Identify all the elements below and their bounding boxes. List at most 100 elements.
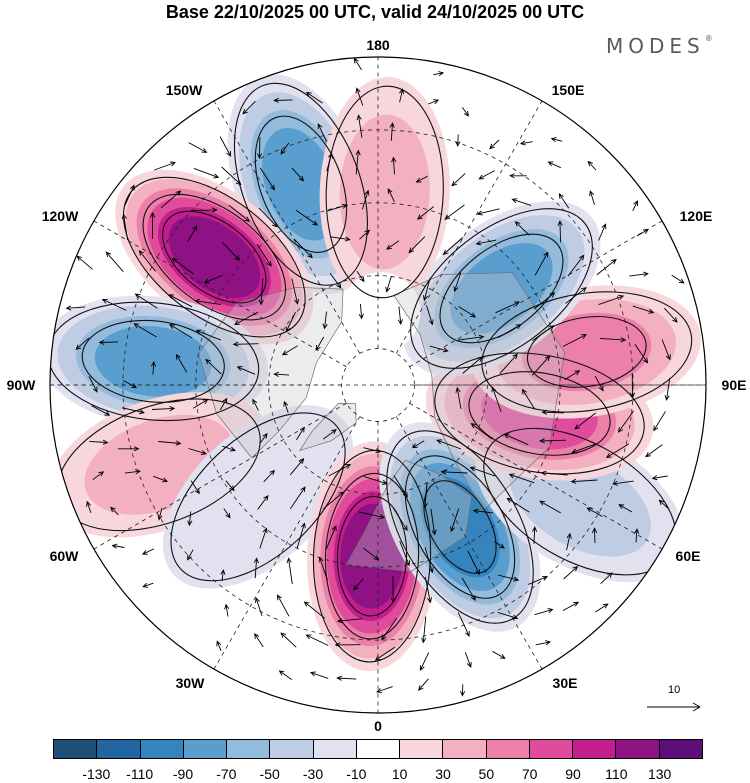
wind-arrow [464,652,472,668]
wind-arrow [225,480,235,492]
wind-arrow [105,251,124,273]
wind-arrow [541,409,564,415]
lon-label-60e: 60E [675,548,701,564]
wind-arrow [453,272,462,293]
wind-arrow [334,642,361,648]
wind-arrow [259,167,275,191]
wind-arrow [175,353,188,373]
wind-arrow [408,236,426,254]
lon-label-90w: 90W [6,377,36,393]
land-greenland [298,403,357,452]
wind-arrow [415,175,428,183]
wind-arrow [598,223,607,241]
wind-arrow [661,339,671,361]
wind-arrow [236,366,256,375]
wind-arrow [358,511,386,520]
wind-arrow [123,380,138,389]
wind-arrow [664,377,671,401]
anomaly-level [340,503,404,609]
wind-arrow [305,91,323,104]
graticule [50,57,706,713]
modes-logo: MODES® [606,34,713,58]
wind-arrow [169,324,193,339]
wind-arrow [381,618,398,641]
wind-arrow [397,306,403,326]
wind-arrow [356,114,363,138]
wind-arrow [497,611,519,620]
wind-arrow [216,640,222,651]
colorbar-tick-label: 70 [521,766,538,782]
wind-arrow [295,209,319,226]
wind-arrow [547,161,561,169]
wind-arrow [296,522,306,549]
wind-arrow [422,482,428,509]
wind-arrow [323,429,337,440]
wind-arrow [457,612,470,637]
wind-arrow [393,507,408,532]
cell-180-positive [319,77,450,307]
colorbar-tick-label: -50 [259,766,280,782]
contour-line [324,472,420,640]
wind-arrow [323,491,345,510]
colorbar-tick-label: 90 [565,766,581,782]
wind-arrow [234,311,259,325]
wind-arrow [363,447,382,454]
wind-arrow [296,426,305,441]
wind-arrow [309,671,329,679]
contour-line [170,412,346,582]
wind-arrow [459,684,466,697]
wind-arrow [141,548,155,555]
wind-arrow [224,603,230,617]
colorbar-tick-label: 130 [647,766,672,782]
cell-125e-negative [402,201,601,376]
wind-arrow [653,411,666,432]
wind-arrow [617,410,635,433]
wind-arrow [506,497,530,513]
wind-arrow [629,271,649,277]
wind-arrow [359,229,371,240]
wind-arrow [531,355,551,376]
colorbar-segment [269,740,313,758]
wind-arrow [303,601,326,619]
wind-arrow [539,500,562,514]
colorbar-tick-label: -30 [302,766,324,782]
wind-arrow [430,508,437,536]
wind-arrow [390,576,396,604]
lon-label-120w: 120W [41,208,79,224]
anomaly-level [94,326,212,397]
contour-line [50,301,260,422]
wind-arrow [242,100,256,115]
wind-arrow [221,166,242,186]
contour-line [468,371,611,456]
wind-arrow [254,633,264,648]
wind-arrow [111,543,125,549]
wind-arrow [353,57,362,71]
wind-arrow [387,188,395,202]
wind-arrow [92,471,105,481]
colorbar-tick-label: -90 [172,766,194,782]
colorbar-segment [96,740,140,758]
wind-arrow [278,670,292,680]
wind-arrow [478,170,495,180]
wind-arrow [429,345,449,353]
wind-arrow [389,122,395,141]
wind-arrow [563,565,579,580]
map-title: Base 22/10/2025 00 UTC, valid 24/10/2025… [165,2,585,22]
wind-arrow [618,504,633,513]
wind-arrow [154,161,176,171]
wind-arrow [232,341,259,347]
wind-arrow [133,323,157,338]
wind-arrow [393,475,408,498]
wind-arrow [192,399,209,409]
wind-arrow [328,464,352,477]
wind-arrow [442,237,464,256]
vector-reference-label: 10 [668,684,681,696]
wind-arrow [564,370,581,381]
brand-name: MODES [606,34,705,58]
wind-arrow [426,305,434,326]
wind-arrow [596,258,617,276]
wind-arrow [467,550,480,576]
wind-arrow [259,527,268,549]
wind-arrow [223,508,231,519]
wind-arrow [153,475,169,483]
